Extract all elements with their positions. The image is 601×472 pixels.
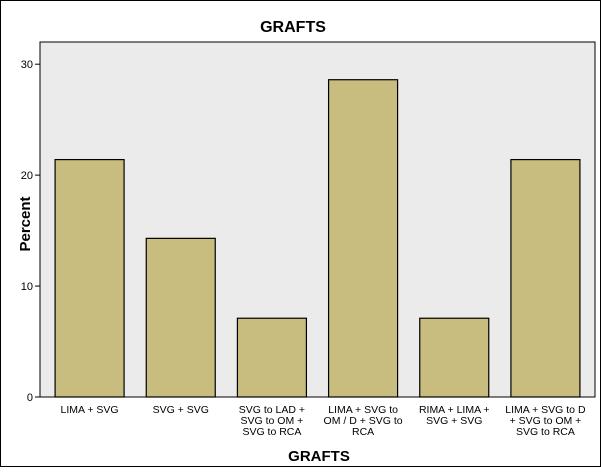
y-axis-label: Percent: [17, 196, 34, 251]
bar: [510, 158, 581, 398]
x-tick-label: LIMA + SVG: [61, 404, 119, 416]
bars: [54, 79, 581, 398]
x-tick-label: LIMA + SVG to D + SVG to OM + SVG to RCA: [505, 404, 586, 438]
x-tick-labels: LIMA + SVG SVG + SVG SVG to LAD + SVG to OM…: [61, 404, 586, 438]
bar: [236, 317, 308, 398]
y-tick-label: 30: [21, 59, 33, 71]
x-tick-label: SVG to LAD + SVG to OM + SVG to RCA: [239, 404, 305, 438]
x-axis-label: GRAFTS: [288, 448, 350, 465]
y-tick-label: 10: [21, 281, 33, 293]
chart-title: GRAFTS: [260, 19, 326, 36]
bar: [145, 237, 216, 398]
plot-area: [39, 41, 596, 398]
x-tick-label: SVG + SVG: [153, 404, 209, 416]
bar: [419, 317, 490, 398]
y-tick-label: 20: [21, 170, 33, 182]
x-tick-label: RIMA + LIMA + SVG + SVG: [419, 404, 490, 427]
y-axis: 0 10 20 30: [21, 59, 40, 404]
x-tick-label: LIMA + SVG to OM / D + SVG to RCA: [324, 404, 403, 438]
bar: [327, 79, 399, 398]
bar: [54, 158, 125, 398]
y-tick-label: 0: [27, 392, 33, 404]
